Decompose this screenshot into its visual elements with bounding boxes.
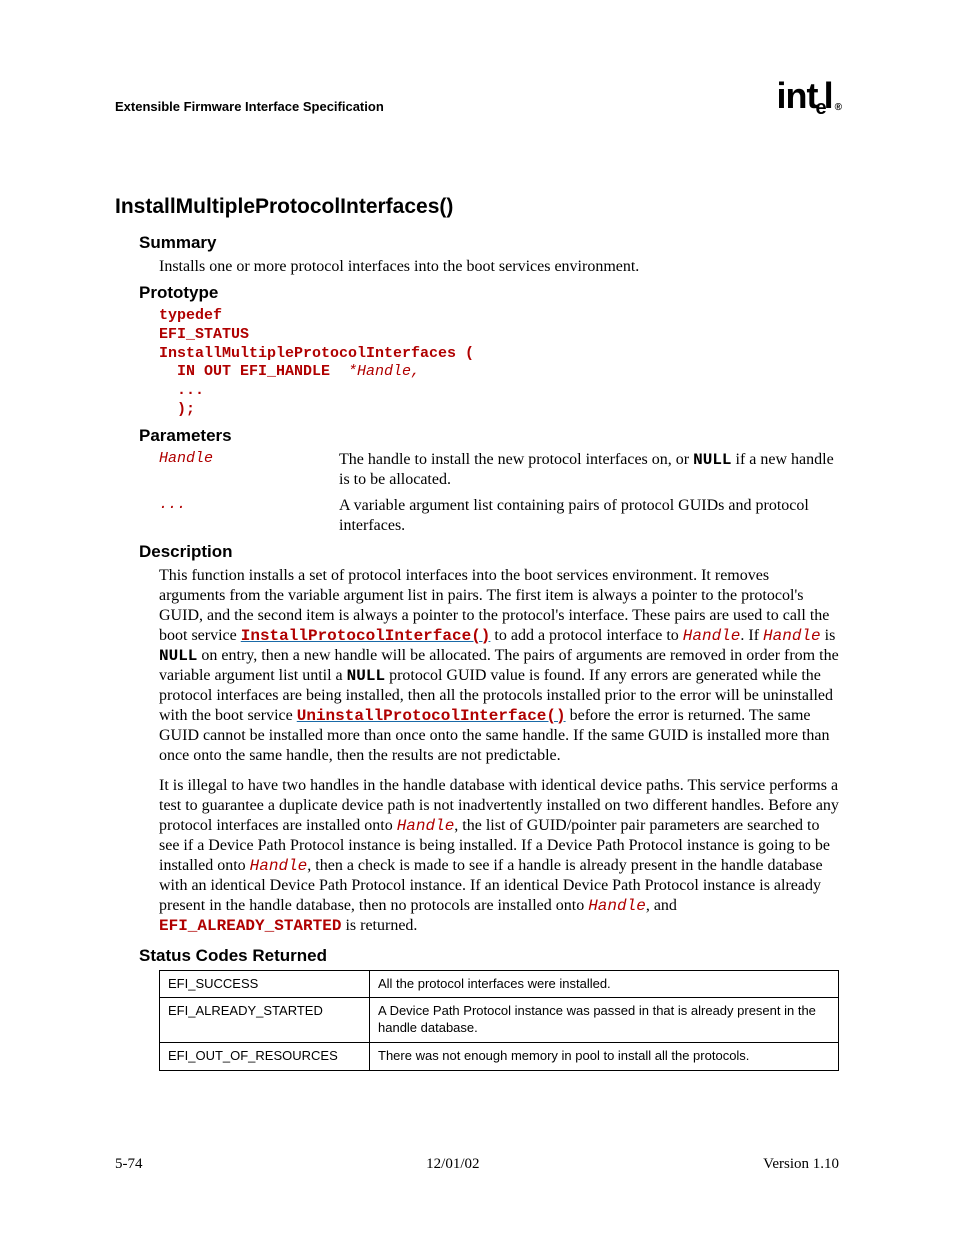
parameters-heading: Parameters	[139, 426, 839, 446]
intel-logo: intel®	[777, 75, 840, 117]
parameters-list: Handle The handle to install the new pro…	[159, 450, 839, 536]
proto-param: *Handle,	[348, 363, 420, 380]
handle-ref: Handle	[397, 817, 455, 835]
status-desc-cell: A Device Path Protocol instance was pass…	[370, 998, 839, 1043]
prototype-heading: Prototype	[139, 283, 839, 303]
footer-version: Version 1.10	[763, 1156, 839, 1173]
doc-title: Extensible Firmware Interface Specificat…	[115, 99, 384, 114]
uninstall-protocol-link[interactable]: UninstallProtocolInterface()	[297, 707, 566, 725]
proto-line: EFI_STATUS	[159, 326, 249, 343]
description-heading: Description	[139, 542, 839, 562]
null-keyword: NULL	[159, 647, 197, 665]
status-code-cell: EFI_OUT_OF_RESOURCES	[160, 1043, 370, 1071]
summary-text: Installs one or more protocol interfaces…	[159, 257, 839, 277]
page-footer: 5-74 12/01/02 Version 1.10	[115, 1156, 839, 1173]
status-desc-cell: There was not enough memory in pool to i…	[370, 1043, 839, 1071]
param-desc: The handle to install the new protocol i…	[339, 450, 839, 490]
handle-ref: Handle	[588, 897, 646, 915]
proto-line: IN OUT EFI_HANDLE	[159, 363, 348, 380]
handle-ref: Handle	[250, 857, 308, 875]
param-name: Handle	[159, 450, 339, 490]
description-p1: This function installs a set of protocol…	[159, 566, 839, 766]
table-row: EFI_OUT_OF_RESOURCES There was not enoug…	[160, 1043, 839, 1071]
status-heading: Status Codes Returned	[139, 946, 839, 966]
description-p2: It is illegal to have two handles in the…	[159, 776, 839, 936]
proto-line: );	[159, 401, 195, 418]
status-code-ref: EFI_ALREADY_STARTED	[159, 917, 341, 935]
param-desc: A variable argument list containing pair…	[339, 496, 839, 536]
install-protocol-link[interactable]: InstallProtocolInterface()	[241, 627, 491, 645]
page-header: Extensible Firmware Interface Specificat…	[115, 85, 839, 127]
handle-ref: Handle	[763, 627, 821, 645]
function-title: InstallMultipleProtocolInterfaces()	[115, 195, 839, 219]
proto-line: InstallMultipleProtocolInterfaces (	[159, 345, 474, 362]
param-name: ...	[159, 496, 339, 536]
table-row: EFI_SUCCESS All the protocol interfaces …	[160, 970, 839, 998]
proto-line: typedef	[159, 307, 222, 324]
summary-heading: Summary	[139, 233, 839, 253]
proto-line: ...	[159, 382, 204, 399]
handle-ref: Handle	[683, 627, 741, 645]
null-keyword: NULL	[347, 667, 385, 685]
status-codes-table: EFI_SUCCESS All the protocol interfaces …	[159, 970, 839, 1072]
page-number: 5-74	[115, 1156, 143, 1173]
param-row: Handle The handle to install the new pro…	[159, 450, 839, 490]
table-row: EFI_ALREADY_STARTED A Device Path Protoc…	[160, 998, 839, 1043]
param-row: ... A variable argument list containing …	[159, 496, 839, 536]
status-code-cell: EFI_SUCCESS	[160, 970, 370, 998]
null-keyword: NULL	[693, 451, 731, 469]
footer-date: 12/01/02	[426, 1156, 479, 1173]
status-desc-cell: All the protocol interfaces were install…	[370, 970, 839, 998]
status-code-cell: EFI_ALREADY_STARTED	[160, 998, 370, 1043]
prototype-code: typedef EFI_STATUS InstallMultipleProtoc…	[159, 307, 839, 420]
